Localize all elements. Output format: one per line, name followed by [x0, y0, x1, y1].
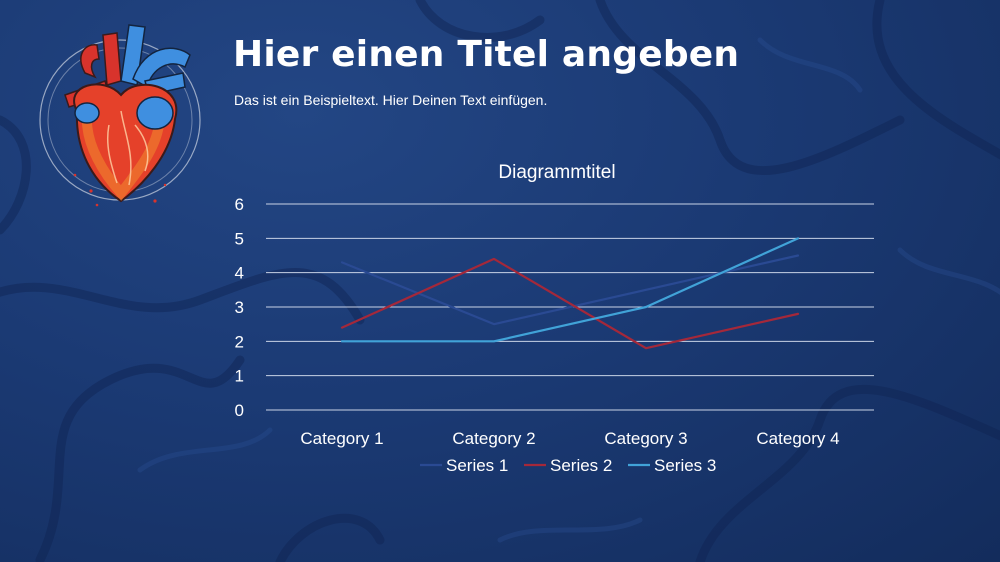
page-title: Hier einen Titel angeben	[233, 34, 740, 75]
y-tick-label: 1	[235, 367, 244, 386]
y-tick-label: 3	[235, 298, 244, 317]
line-chart: Diagrammtitel 0 1 2 3 4 5 6 Category 1 Category …	[235, 162, 874, 475]
y-tick-label: 4	[235, 264, 244, 283]
legend-label: Series 2	[550, 456, 612, 475]
legend-label: Series 1	[446, 456, 508, 475]
anatomical-heart-icon	[39, 24, 201, 207]
y-tick-label: 0	[235, 401, 244, 420]
x-tick-label: Category 4	[756, 429, 839, 448]
page-subtitle: Das ist ein Beispieltext. Hier Deinen Te…	[234, 92, 548, 108]
chart-title: Diagrammtitel	[498, 162, 615, 183]
y-tick-label: 6	[235, 195, 244, 214]
legend-label: Series 3	[654, 456, 716, 475]
y-tick-label: 2	[235, 332, 244, 351]
series-line	[340, 254, 800, 326]
x-tick-label: Category 1	[300, 429, 383, 448]
x-tick-label: Category 2	[452, 429, 535, 448]
y-tick-label: 5	[235, 229, 244, 248]
series-line	[340, 257, 800, 350]
series-line	[340, 237, 800, 343]
x-tick-label: Category 3	[604, 429, 687, 448]
